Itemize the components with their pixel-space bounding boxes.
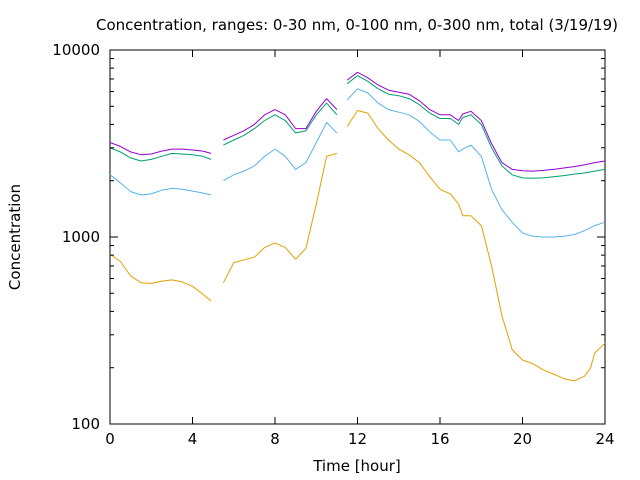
series-layer <box>109 71 606 382</box>
x-tick-label: 16 <box>430 430 449 448</box>
y-tick-label: 10000 <box>52 41 100 59</box>
series-line-2 <box>109 88 606 238</box>
y-tick-label: 100 <box>71 415 100 433</box>
tick-layer: 0 4 8 12 16 20 24 100 1000 10000 <box>52 41 614 448</box>
x-tick-label: 24 <box>595 430 614 448</box>
y-axis-label: Concentration <box>6 184 24 290</box>
x-tick-label: 4 <box>188 430 198 448</box>
series-line-4 <box>109 71 606 172</box>
x-tick-label: 20 <box>513 430 532 448</box>
chart-title: Concentration, ranges: 0-30 nm, 0-100 nm… <box>96 16 618 34</box>
y-tick-label: 1000 <box>62 228 100 246</box>
plot-frame <box>109 49 606 425</box>
x-axis-label: Time [hour] <box>312 457 401 475</box>
x-tick-label: 12 <box>348 430 367 448</box>
series-line-3 <box>109 75 606 179</box>
x-tick-label: 0 <box>105 430 115 448</box>
x-tick-label: 8 <box>270 430 280 448</box>
series-line-1 <box>109 110 606 382</box>
